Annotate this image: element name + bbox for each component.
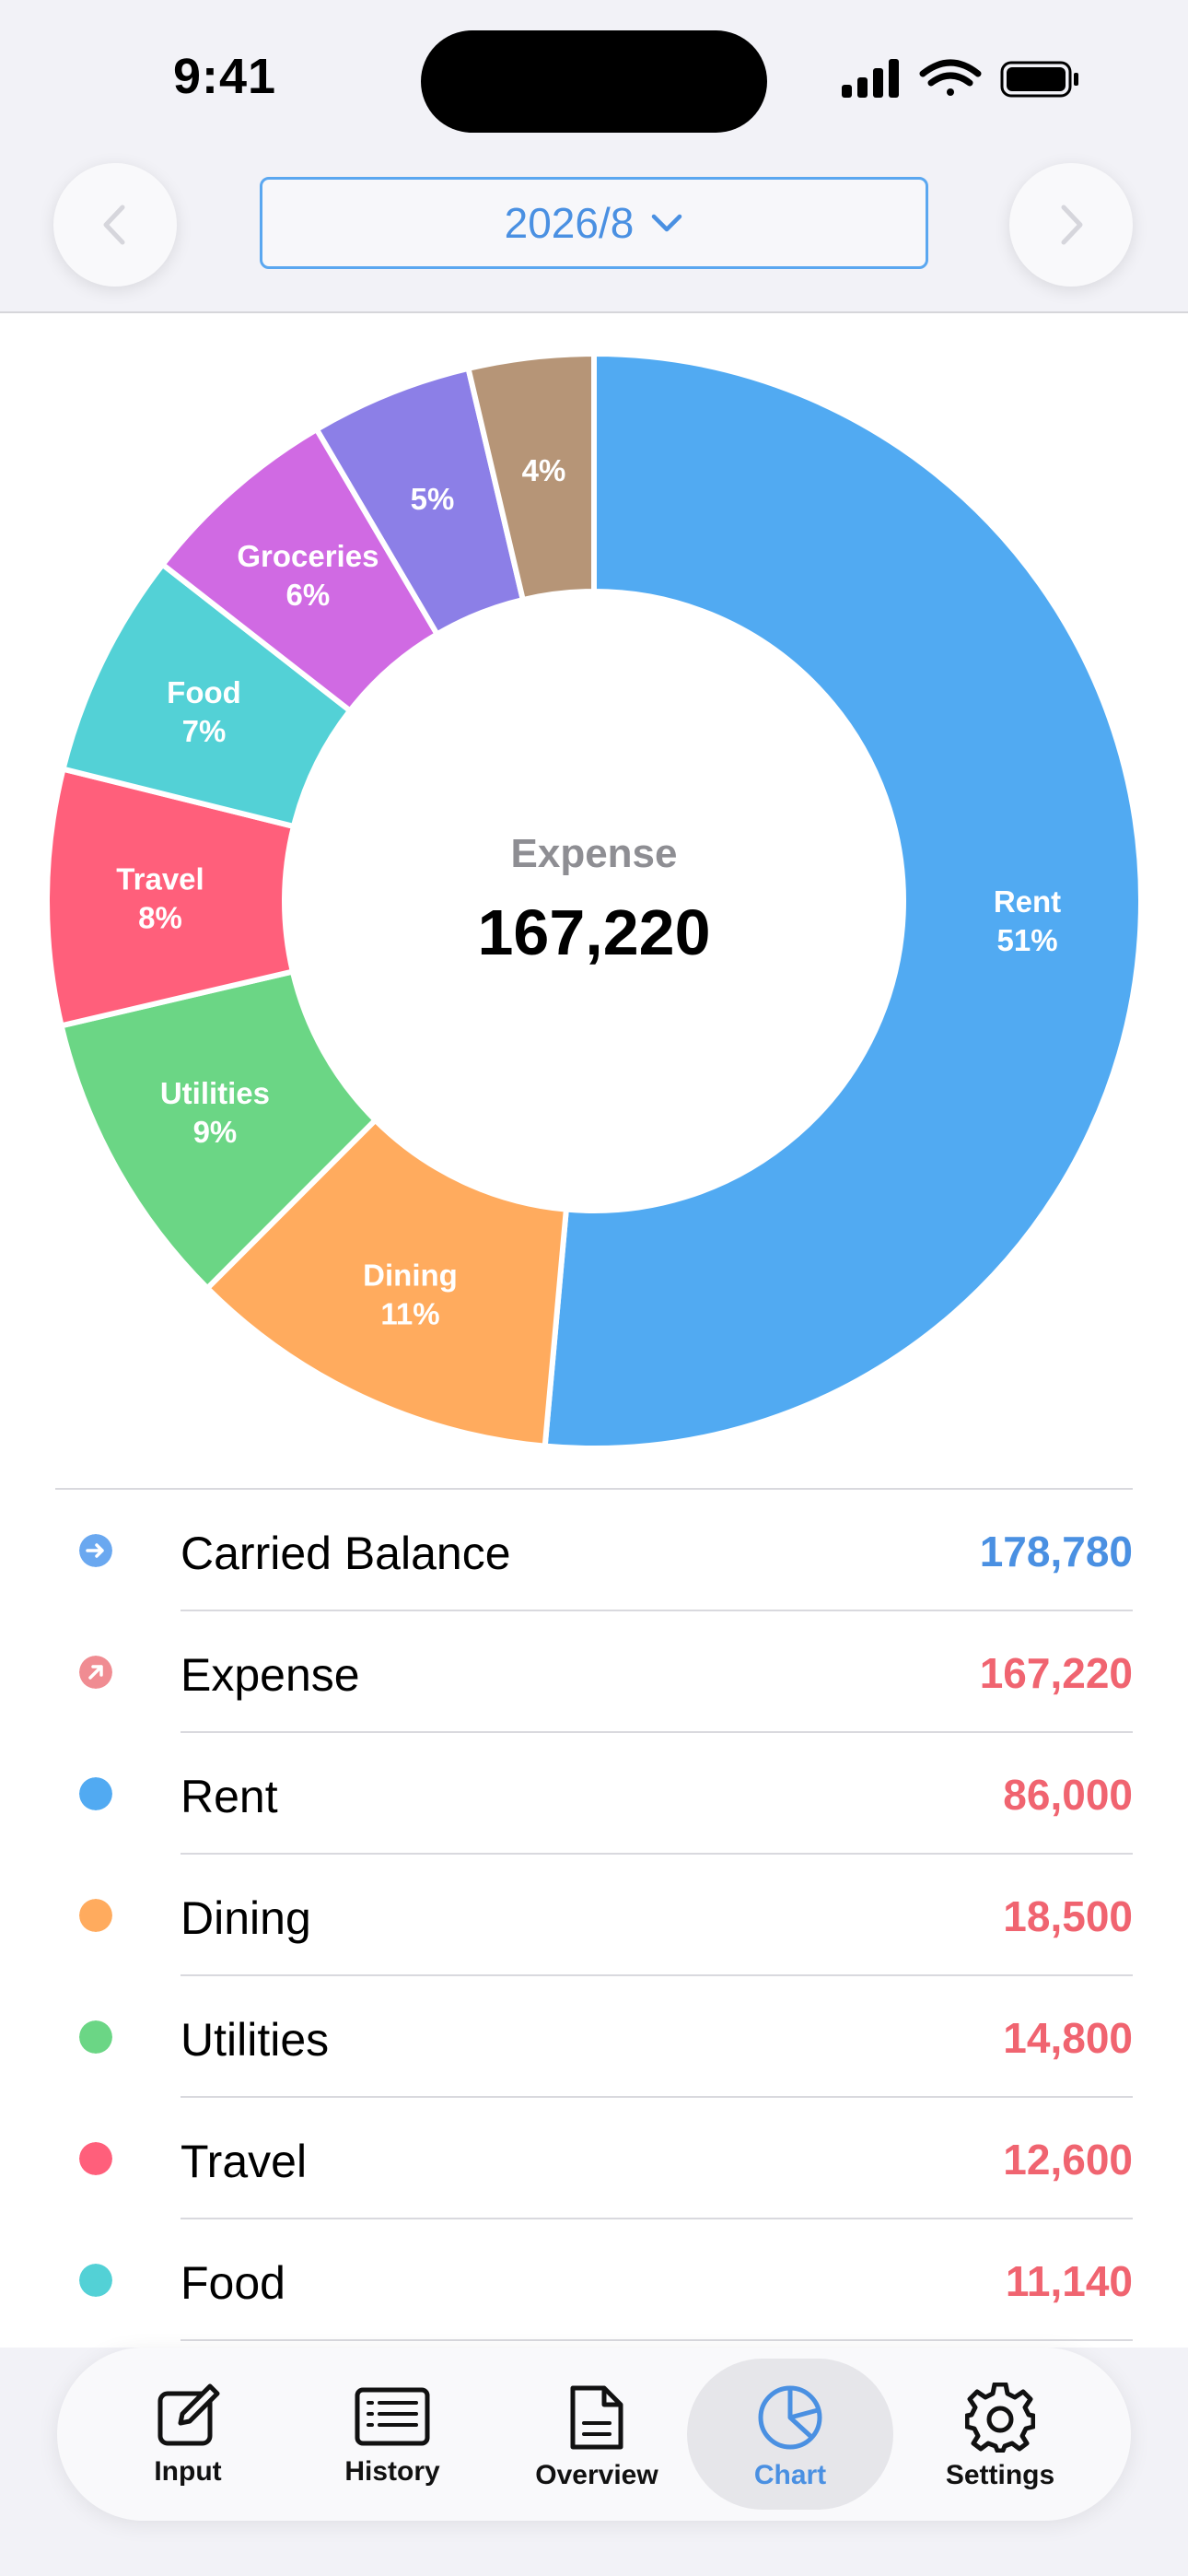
category-dot-icon [79, 1777, 112, 1810]
tab-chart[interactable]: Chart [687, 2359, 893, 2510]
category-dot-icon [79, 2020, 112, 2054]
list-item[interactable]: Utilities 14,800 [0, 1976, 1188, 2098]
tab-label: Input [154, 2456, 222, 2487]
slice-percent-label: 8% [138, 901, 182, 935]
slice-percent-label: 7% [182, 714, 227, 748]
donut-slice-slice-7[interactable] [465, 351, 597, 603]
donut-svg: Rent 51% Dining 11% Utilities 9% Travel 8% Food 7… [44, 351, 1144, 1451]
pie-chart-icon [758, 2385, 822, 2450]
arrow-right-circle-icon [79, 1534, 112, 1567]
slice-category-label: Groceries [237, 539, 379, 573]
status-icons [842, 59, 1078, 98]
chevron-left-icon [103, 205, 125, 245]
list-item-label: Rent [181, 1771, 278, 1822]
previous-month-button[interactable] [53, 163, 177, 287]
category-dot-icon [79, 2264, 112, 2297]
tab-label: Settings [945, 2460, 1055, 2490]
gear-icon [965, 2383, 1035, 2453]
slice-percent-label: 9% [193, 1115, 238, 1149]
list-divider [181, 2339, 1133, 2341]
expense-donut-chart: Rent 51% Dining 11% Utilities 9% Travel 8% Food 7… [0, 315, 1188, 1485]
list-item-label: Carried Balance [181, 1528, 511, 1579]
month-selector[interactable]: 2026/8 [260, 177, 928, 269]
list-item-label: Travel [181, 2136, 308, 2187]
tab-history[interactable]: History [289, 2359, 495, 2510]
slice-label: Rent 51% [994, 884, 1061, 957]
list-item-value: 86,000 [1003, 1771, 1133, 1819]
list-divider [181, 2096, 1133, 2098]
slice-label: Food 7% [167, 675, 241, 748]
list-divider [181, 1731, 1133, 1733]
slice-category-label: Food [167, 675, 241, 709]
list-item[interactable]: Travel 12,600 [0, 2098, 1188, 2219]
month-label: 2026/8 [504, 199, 635, 247]
tab-bar: Input History Overview Chart [57, 2348, 1131, 2521]
slice-category-label: Travel [116, 862, 204, 896]
list-item[interactable]: Expense 167,220 [0, 1611, 1188, 1733]
chart-center-label: Expense [510, 831, 678, 876]
list-item-value: 167,220 [979, 1649, 1133, 1697]
list-item-value: 178,780 [979, 1528, 1133, 1575]
slice-percent-label: 5% [411, 482, 455, 516]
tab-label: Overview [535, 2460, 658, 2490]
slice-category-label: Rent [994, 884, 1061, 919]
chart-center-value: 167,220 [477, 896, 711, 968]
next-month-button[interactable] [1009, 163, 1133, 287]
slice-percent-label: 6% [286, 578, 331, 612]
list-divider [181, 1610, 1133, 1611]
dynamic-island [421, 30, 767, 133]
slice-category-label: Utilities [160, 1076, 270, 1110]
list-item-value: 12,600 [1003, 2136, 1133, 2184]
header: 2026/8 [0, 138, 1188, 313]
status-bar: 9:41 [0, 0, 1188, 138]
list-divider [181, 1853, 1133, 1855]
list-item-label: Expense [181, 1649, 360, 1701]
category-dot-icon [79, 1899, 112, 1932]
list-item[interactable]: Dining 18,500 [0, 1855, 1188, 1976]
tab-settings[interactable]: Settings [897, 2359, 1103, 2510]
list-divider [181, 1974, 1133, 1976]
chevron-down-icon [652, 214, 682, 232]
slice-label: Travel 8% [116, 862, 204, 935]
list-divider [181, 2218, 1133, 2219]
slice-percent-label: 4% [522, 453, 566, 487]
cellular-signal-icon [842, 59, 899, 98]
slice-label: 4% [522, 453, 566, 487]
list-item-label: Food [181, 2257, 285, 2309]
status-time: 9:41 [173, 49, 277, 104]
list-item-value: 18,500 [1003, 1892, 1133, 1940]
list-icon [355, 2387, 430, 2446]
list-item[interactable]: Carried Balance 178,780 [0, 1490, 1188, 1611]
tab-label: History [344, 2456, 440, 2487]
battery-icon [1000, 61, 1078, 98]
list-item-value: 14,800 [1003, 2014, 1133, 2062]
list-item-value: 11,140 [1005, 2257, 1133, 2305]
edit-icon [157, 2383, 220, 2446]
list-divider [55, 1488, 1133, 1490]
chevron-right-icon [1061, 205, 1083, 245]
list-item-label: Utilities [181, 2014, 330, 2066]
slice-label: 5% [411, 482, 455, 516]
tab-input[interactable]: Input [85, 2359, 291, 2510]
tab-overview[interactable]: Overview [494, 2359, 700, 2510]
list-item-label: Dining [181, 1892, 311, 1944]
wifi-icon [919, 59, 982, 96]
category-dot-icon [79, 2142, 112, 2175]
slice-percent-label: 11% [380, 1297, 439, 1331]
slice-percent-label: 51% [996, 923, 1057, 957]
slice-category-label: Dining [363, 1259, 458, 1293]
slice-label: Groceries 6% [237, 539, 379, 612]
slice-label: Dining 11% [363, 1259, 458, 1331]
list-item[interactable]: Rent 86,000 [0, 1733, 1188, 1855]
tab-label: Chart [753, 2460, 827, 2490]
document-icon [570, 2385, 623, 2450]
donut-slice-rent[interactable] [542, 351, 1144, 1451]
arrow-up-right-circle-icon [79, 1656, 112, 1689]
slice-label: Utilities 9% [160, 1076, 270, 1149]
list-item[interactable]: Food 11,140 [0, 2219, 1188, 2341]
